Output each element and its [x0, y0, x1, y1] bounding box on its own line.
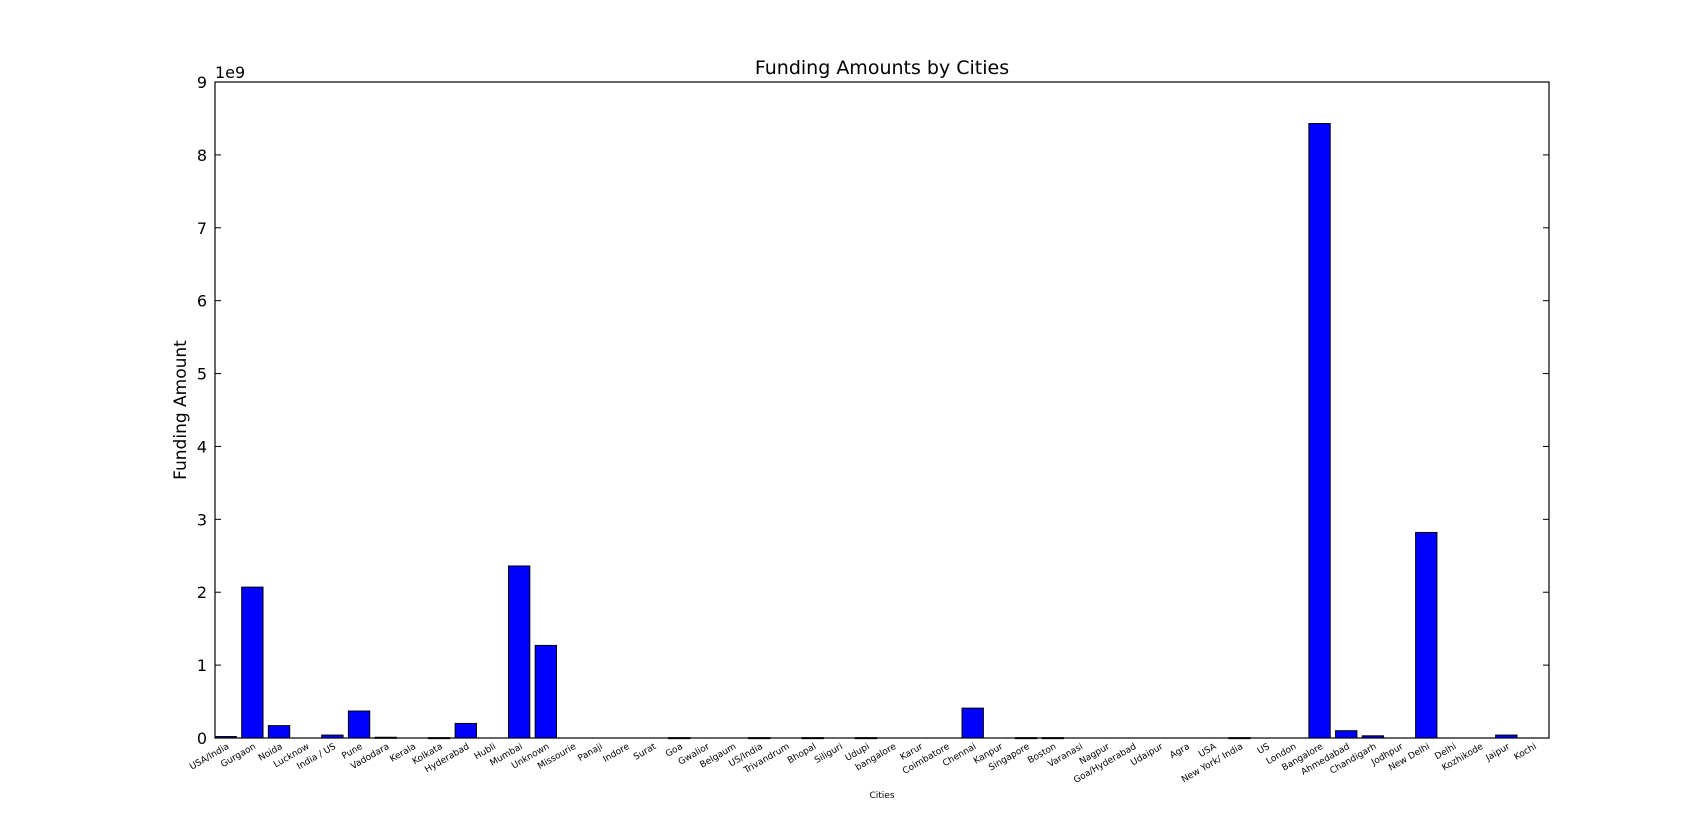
y-scale-label: 1e9 [215, 63, 245, 82]
bar-new-delhi [1415, 531, 1438, 739]
x-tick-label: Agra [1168, 742, 1191, 761]
x-tick-label: Bhopal [786, 742, 818, 766]
bar-mumbai [507, 565, 531, 739]
x-tick-label: Siliguri [813, 742, 845, 766]
y-tick-label: 2 [197, 583, 207, 602]
y-tick-label: 1 [197, 656, 207, 675]
y-tick-label: 0 [197, 729, 207, 748]
chart-title: Funding Amounts by Cities [755, 57, 1009, 79]
bar-unknown [534, 644, 557, 739]
bar-noida [267, 725, 291, 739]
y-tick-label: 4 [197, 437, 207, 456]
x-tick-label: Indore [602, 742, 632, 765]
y-tick-label: 9 [197, 73, 207, 92]
bar-pune [347, 710, 371, 739]
y-tick-label: 8 [197, 146, 207, 165]
x-tick-label: Surat [632, 742, 658, 763]
y-tick-label: 7 [197, 219, 207, 238]
x-tick-label: Panaji [577, 742, 605, 764]
bar-bangalore [1308, 123, 1331, 739]
y-tick-label: 3 [197, 510, 207, 529]
x-tick-label: Jaipur [1484, 742, 1512, 764]
y-tick-label: 6 [197, 292, 207, 311]
bar-gurgaon [241, 586, 264, 739]
y-tick-label: 5 [197, 365, 207, 384]
plot-frame [214, 81, 1550, 739]
bar-ahmedabad [1335, 730, 1358, 739]
bar-chennai [961, 707, 984, 739]
x-tick-label: US [1256, 742, 1272, 757]
x-tick-label: Kochi [1513, 742, 1539, 763]
y-axis-label: Funding Amount [171, 340, 191, 480]
bar-hyderabad [454, 722, 477, 739]
x-axis-label: Cities [869, 791, 894, 801]
